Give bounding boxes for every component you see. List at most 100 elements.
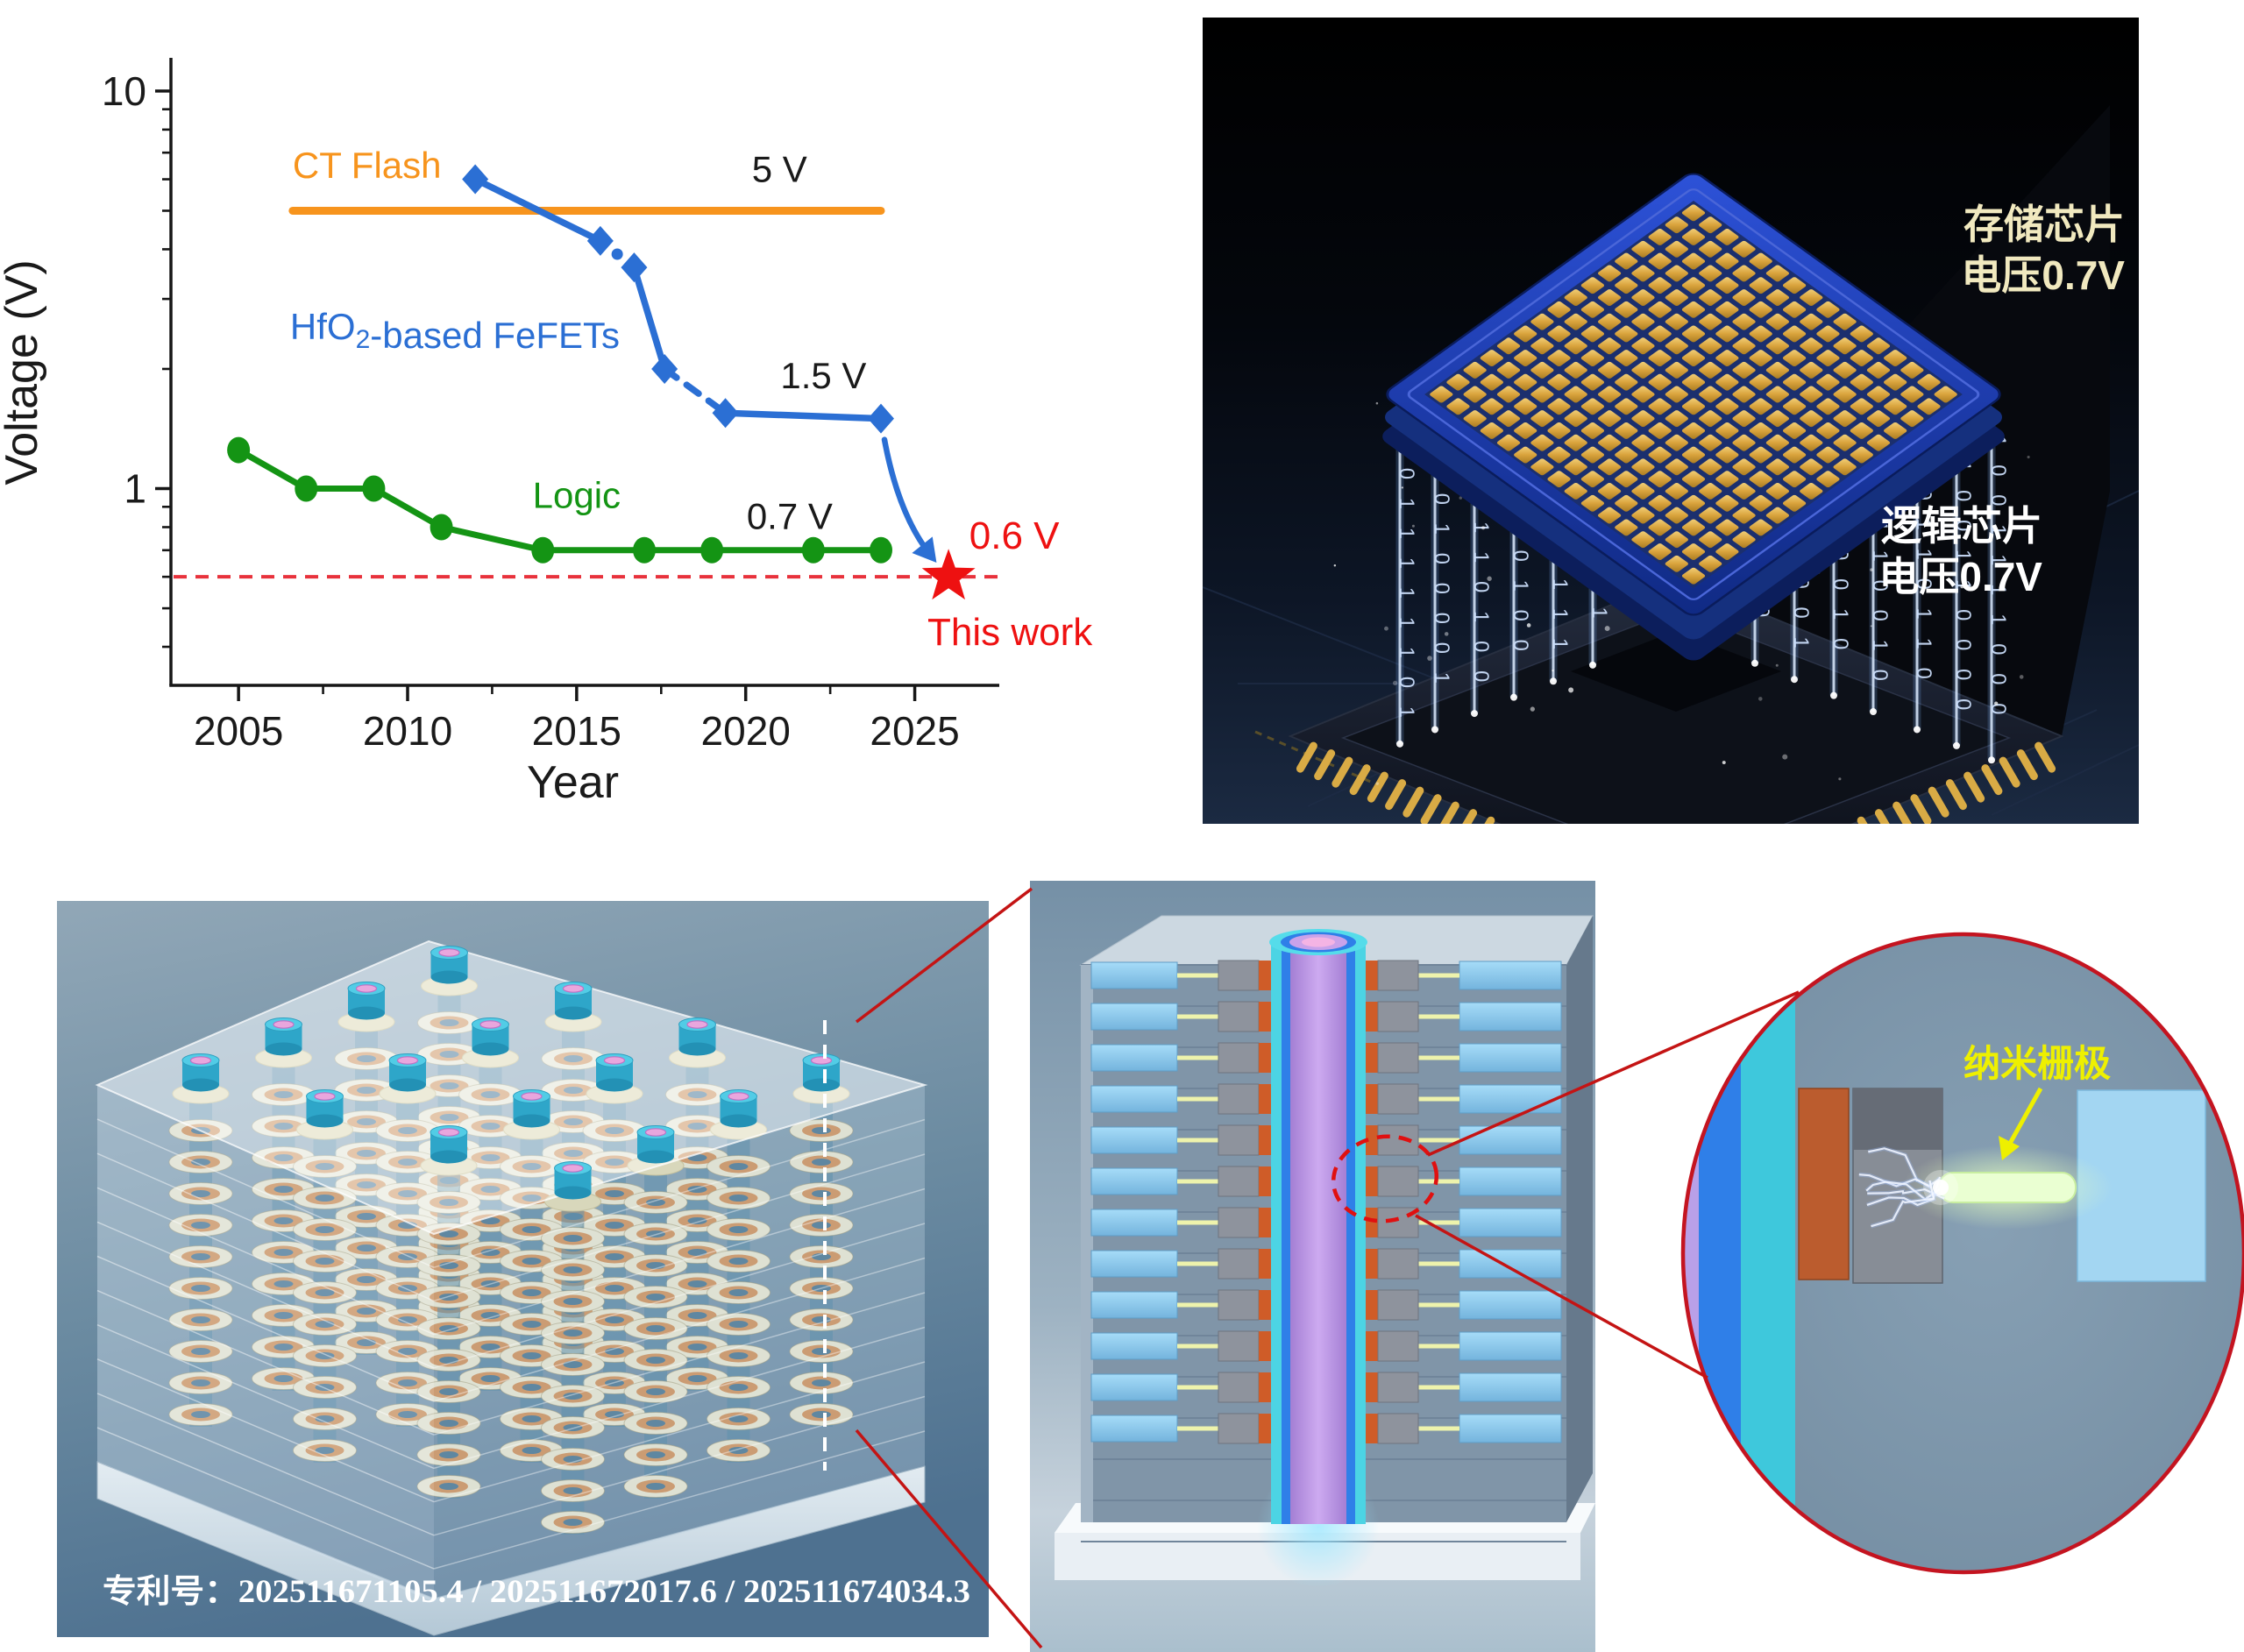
gold-bump xyxy=(1782,398,1807,415)
series-label-fefets: HfO2-based FeFETs xyxy=(290,306,620,356)
bit-glyph: 1 xyxy=(1430,672,1453,684)
gold-bump xyxy=(1884,398,1907,415)
cap-pink-core xyxy=(479,1020,501,1029)
annotation-this-work: This work xyxy=(927,611,1093,654)
cap-bottom xyxy=(430,1150,467,1164)
chip-render-panel: 1011111101001000011110100101001111110001… xyxy=(1202,18,2140,900)
gold-bump xyxy=(1665,507,1688,524)
glass-right-face xyxy=(434,1085,925,1602)
bit-glyph: 0 xyxy=(1986,673,2010,684)
gold-bump xyxy=(1597,458,1622,476)
gold-bump xyxy=(1580,494,1605,512)
gold-bump xyxy=(1749,471,1772,488)
memory-ring-core xyxy=(522,1258,542,1265)
gold-bump xyxy=(1765,483,1790,500)
cap-bottom xyxy=(720,1114,757,1128)
cell-gray-right xyxy=(1377,1372,1419,1403)
gold-bump xyxy=(1648,229,1672,245)
gold-bump xyxy=(1715,277,1739,294)
y-axis-title: Voltage (V) xyxy=(0,259,47,485)
gold-bump xyxy=(1615,373,1638,391)
logic-chip-label-line1: 逻辑芯片 xyxy=(1881,503,2042,549)
sparkle xyxy=(1530,706,1535,712)
gold-bump xyxy=(1547,422,1571,439)
sparkle xyxy=(1384,626,1388,631)
gold-bump xyxy=(1615,277,1638,294)
gold-bump xyxy=(1732,410,1756,428)
gold-bump xyxy=(1732,531,1756,549)
cell-gray-left xyxy=(1218,1166,1260,1197)
gold-pin xyxy=(1945,779,1967,811)
gold-bump xyxy=(1681,567,1706,585)
gold-bump xyxy=(1564,386,1587,403)
nano-gate-bar xyxy=(1938,1172,2077,1203)
memory-ring-core xyxy=(646,1325,665,1332)
bit-glyph: 1 xyxy=(1548,578,1572,590)
gold-bump xyxy=(1749,301,1772,318)
memory-ring-core xyxy=(646,1199,665,1206)
memory-ring-core xyxy=(480,1375,501,1382)
gold-bump xyxy=(1866,434,1891,451)
wordline-left xyxy=(1090,1044,1178,1072)
gold-bump xyxy=(1765,361,1790,379)
gold-pin xyxy=(1296,741,1317,773)
cap-pink-core xyxy=(355,984,378,993)
memory-ring-core xyxy=(563,1329,583,1336)
memory-ring-core xyxy=(563,1393,583,1400)
gold-bump xyxy=(1597,507,1622,524)
memory-ring-core xyxy=(357,1339,376,1346)
memory-ring-core xyxy=(439,1262,458,1269)
gold-bump xyxy=(1547,446,1571,464)
bit-glyph: 0 xyxy=(1986,464,2010,476)
glass-layer-line xyxy=(96,1427,435,1570)
gold-bump xyxy=(1782,446,1807,464)
gold-bump xyxy=(1665,265,1688,282)
cell-gray-left xyxy=(1218,1330,1260,1362)
cell-gray-left xyxy=(1218,1083,1260,1115)
gold-bump xyxy=(1615,398,1638,415)
logic-circle-marker xyxy=(362,475,386,502)
wordline-right xyxy=(1459,1208,1562,1237)
gold-bump xyxy=(1715,494,1739,512)
gold-bump xyxy=(1665,289,1688,306)
cap-pink-core xyxy=(438,948,460,957)
bit-glyph: 1 xyxy=(1548,638,1572,649)
memory-ring-core xyxy=(646,1230,665,1237)
memory-ring-core xyxy=(522,1447,542,1454)
stream-head-glow xyxy=(1589,661,1596,669)
gold-bump xyxy=(1800,386,1823,403)
gold-bump xyxy=(1681,398,1706,415)
cell-orange-left xyxy=(1259,1208,1271,1237)
sparkle xyxy=(1392,680,1398,686)
gold-pin xyxy=(1385,779,1407,811)
gold-bump xyxy=(1665,483,1688,500)
bit-glyph: 1 xyxy=(1951,549,1975,561)
cell-orange-left xyxy=(1259,1372,1271,1402)
gold-bump xyxy=(1480,422,1503,439)
gold-bump xyxy=(1699,216,1722,234)
memory-ring-core xyxy=(728,1163,749,1170)
logic-circle-marker xyxy=(633,536,656,564)
bit-glyph: 1 xyxy=(1395,587,1418,599)
channel-blue-right xyxy=(1346,942,1355,1524)
memory-ring-core xyxy=(605,1253,624,1260)
gold-bump xyxy=(1564,458,1587,476)
gold-bump xyxy=(1514,325,1537,343)
sparkle xyxy=(1722,761,1726,765)
glass-layer-line xyxy=(433,1223,926,1369)
bit-glyph: 0 xyxy=(1951,698,1975,710)
memory-ring-core xyxy=(439,1420,458,1427)
gold-bump xyxy=(1547,325,1571,343)
gold-bump xyxy=(1681,519,1706,536)
memory-ring-core xyxy=(605,1222,624,1229)
gold-bump xyxy=(1715,373,1739,391)
stream-head-glow xyxy=(1471,710,1478,718)
gold-bump xyxy=(1732,507,1756,524)
gold-bump xyxy=(1749,422,1772,439)
gold-bump xyxy=(1800,361,1823,379)
gold-bump xyxy=(1631,458,1655,476)
gold-bump xyxy=(1547,350,1571,367)
wordline-blue-block xyxy=(2077,1089,2206,1282)
gold-pin xyxy=(1402,786,1424,818)
fefet-diamond-marker xyxy=(712,398,739,429)
